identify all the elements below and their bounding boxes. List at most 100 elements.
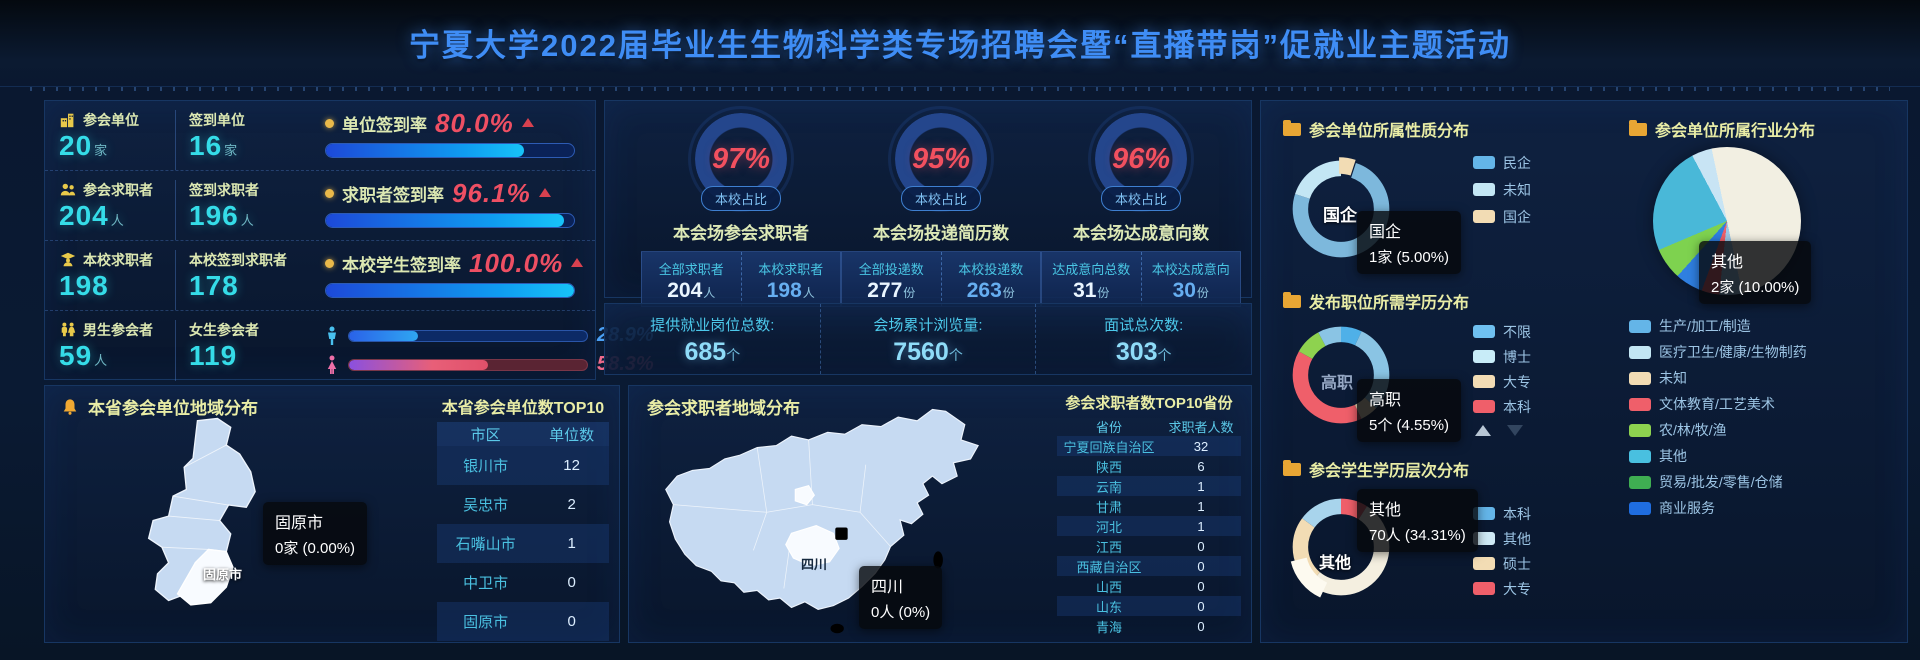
table-row[interactable]: 山东 0 <box>1057 596 1241 616</box>
rate-value: 96.1% <box>452 178 531 208</box>
legend-item[interactable]: 未知 <box>1473 176 1531 203</box>
chart-title-industry: 参会单位所属行业分布 <box>1629 117 1815 141</box>
gauge-ring[interactable]: 96% 本校占比 <box>1088 106 1194 212</box>
scroll-down-icon[interactable] <box>1507 425 1523 436</box>
progress-fill <box>326 214 565 227</box>
table-title: 参会求职者数TOP10省份 <box>1065 395 1233 412</box>
total-value: 303个 <box>1115 338 1172 366</box>
table-row[interactable]: 吴忠市 2 <box>463 496 576 514</box>
gauge-title: 本会场投递简历数 <box>873 224 1009 243</box>
legend-swatch <box>1629 397 1651 411</box>
distributions-panel: 参会单位所属性质分布 国企 国企 1家 (5.00%) 民企 未知 国企 参会单… <box>1260 100 1908 643</box>
gauge-group-attendees: 97% 本校占比 本会场参会求职者 全部求职者 204人 本校求职者 198人 <box>641 106 841 307</box>
donut-inner-label: 其他 <box>1319 555 1352 572</box>
table-row[interactable]: 固原市 0 <box>437 602 609 641</box>
table-row[interactable]: 中卫市 0 <box>463 574 576 592</box>
totals-panel: 提供就业岗位总数: 685个 会场累计浏览量: 7560个 面试总次数: 303… <box>604 303 1252 375</box>
table-row[interactable]: 石嘴山市 1 <box>437 524 609 563</box>
nature-legend: 民企 未知 国企 <box>1473 149 1531 230</box>
legend-swatch <box>1473 532 1495 545</box>
legend-item[interactable]: 硕士 <box>1473 551 1531 576</box>
legend-swatch <box>1629 371 1651 385</box>
table-row[interactable]: 江西 0 <box>1095 538 1205 555</box>
table-row[interactable]: 银川市 12 <box>437 446 609 485</box>
legend-item[interactable]: 大专 <box>1473 576 1531 601</box>
legend-item[interactable]: 大专 <box>1473 369 1531 394</box>
table-row[interactable]: 青海 0 <box>1095 618 1205 635</box>
ningxia-map[interactable] <box>123 414 303 636</box>
table-row[interactable]: 宁夏回族自治区 32 <box>1057 436 1241 456</box>
folder-icon <box>1283 119 1301 136</box>
rate-progressbar[interactable] <box>325 143 575 158</box>
table-row[interactable]: 西藏自治区 0 <box>1057 556 1241 576</box>
legend-swatch <box>1629 345 1651 359</box>
legend-item[interactable]: 其他 <box>1629 443 1807 469</box>
legend-item[interactable]: 未知 <box>1629 365 1807 391</box>
bullet-icon <box>325 188 334 198</box>
legend-item[interactable]: 本科 <box>1473 501 1531 526</box>
gauge-ring[interactable]: 95% 本校占比 <box>888 106 994 212</box>
legend-swatch <box>1473 210 1495 223</box>
gauge-group-resumes: 95% 本校占比 本会场投递简历数 全部投递数 277份 本校投递数 263份 <box>841 106 1041 307</box>
total-label: 会场累计浏览量: <box>873 317 983 334</box>
rate-progressbar[interactable] <box>325 213 575 228</box>
legend-item[interactable]: 国企 <box>1473 203 1531 230</box>
legend-swatch <box>1473 400 1495 413</box>
legend-item[interactable]: 博士 <box>1473 344 1531 369</box>
legend-item[interactable]: 不限 <box>1473 319 1531 344</box>
legend-swatch <box>1473 582 1495 595</box>
graduate-icon <box>60 252 76 267</box>
male-bar-fill <box>349 330 418 341</box>
legend-item[interactable]: 民企 <box>1473 149 1531 176</box>
gauge-percent: 97% <box>711 143 771 175</box>
gauge-ring[interactable]: 97% 本校占比 <box>688 106 794 212</box>
china-map[interactable] <box>641 398 1041 638</box>
legend-item[interactable]: 本科 <box>1473 394 1531 419</box>
gauge-group-intentions: 96% 本校占比 本会场达成意向数 达成意向总数 31份 本校达成意向 30份 <box>1041 106 1241 307</box>
legend-item[interactable]: 生产/加工/制造 <box>1629 313 1807 339</box>
bullet-icon <box>325 118 334 128</box>
table-row[interactable]: 河北 1 <box>1057 516 1241 536</box>
edu-req-donut-chart[interactable] <box>1283 317 1399 433</box>
up-arrow-icon <box>571 257 584 267</box>
cell-value: 30份 <box>1172 279 1209 302</box>
legend-item[interactable]: 文体教育/工艺美术 <box>1629 391 1807 417</box>
table-row[interactable]: 陕西 6 <box>1095 458 1205 475</box>
total-label: 面试总次数: <box>1104 317 1184 334</box>
legend-item[interactable]: 农/林/牧/渔 <box>1629 417 1807 443</box>
legend-swatch <box>1629 423 1651 437</box>
legend-swatch <box>1629 475 1651 489</box>
stat-label: 签到单位 <box>189 112 245 128</box>
rate-progressbar[interactable] <box>325 283 575 298</box>
legend-swatch <box>1473 183 1495 196</box>
legend-item[interactable]: 其他 <box>1473 526 1531 551</box>
stat-row-jobseekers: 参会求职者 204 人 签到求职者 196 人 求职者签到率 96.1% <box>45 171 595 241</box>
legend-item[interactable]: 商业服务 <box>1629 495 1807 521</box>
legend-item[interactable]: 医疗卫生/健康/生物制药 <box>1629 339 1807 365</box>
female-icon <box>327 355 337 374</box>
cell-label: 本校求职者 <box>758 262 824 277</box>
donut-inner-label: 高职 <box>1321 375 1354 392</box>
folder-icon <box>1629 119 1647 136</box>
bullet-icon <box>325 258 334 268</box>
stat-value: 204 人 <box>59 200 125 231</box>
up-arrow-icon <box>538 187 551 197</box>
legend-swatch <box>1629 449 1651 463</box>
legend-swatch <box>1473 325 1495 338</box>
cell-label: 本校达成意向 <box>1151 262 1230 277</box>
legend-item[interactable]: 贸易/批发/零售/仓储 <box>1629 469 1807 495</box>
table-row[interactable]: 山西 0 <box>1095 578 1205 595</box>
male-ratio-bar[interactable] <box>348 329 588 342</box>
table-row[interactable]: 甘肃 1 <box>1095 498 1205 515</box>
scroll-up-icon[interactable] <box>1475 425 1491 436</box>
table-header: 省份 求职者人数 <box>1095 419 1234 435</box>
nature-donut-chart[interactable] <box>1283 151 1399 267</box>
table-row[interactable]: 云南 1 <box>1057 476 1241 496</box>
female-ratio-bar[interactable] <box>348 358 588 371</box>
female-bar-fill <box>349 359 488 370</box>
stat-row-units: 参会单位 20 家 签到单位 16 家 单位签到率 80.0% <box>45 101 595 171</box>
total-jobs: 提供就业岗位总数: 685个 <box>605 304 820 374</box>
cell-value: 277份 <box>867 279 916 302</box>
rate-label: 求职者签到率 <box>342 185 444 205</box>
